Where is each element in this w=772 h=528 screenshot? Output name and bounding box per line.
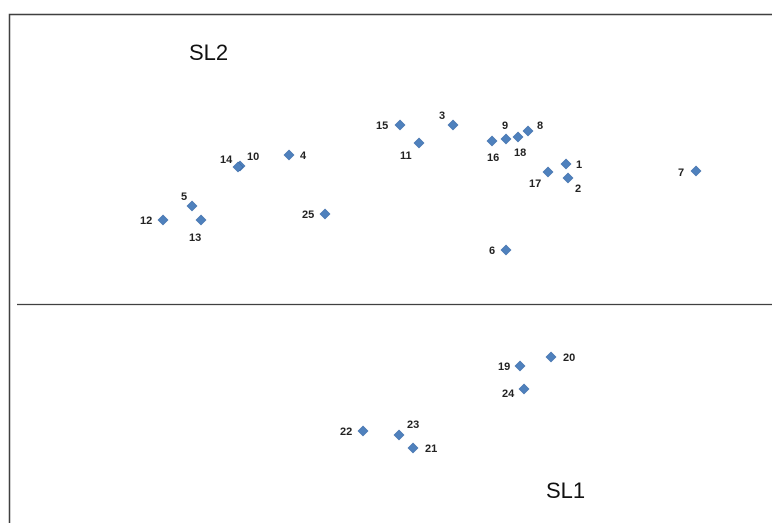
data-label-23: 23 [407,419,419,431]
data-label-8: 8 [537,120,543,132]
data-label-14: 14 [220,154,233,166]
data-label-18: 18 [514,147,526,159]
data-label-5: 5 [181,191,187,203]
data-label-7: 7 [678,167,684,179]
data-label-11: 11 [400,150,412,162]
data-label-20: 20 [563,352,575,364]
y-axis-label: SL2 [189,40,228,65]
data-label-4: 4 [300,150,307,162]
data-label-6: 6 [489,245,495,257]
data-label-21: 21 [425,443,437,455]
data-label-25: 25 [302,209,314,221]
data-label-2: 2 [575,183,581,195]
x-axis-label: SL1 [546,478,585,503]
data-label-12: 12 [140,215,152,227]
data-label-3: 3 [439,110,445,122]
data-label-9: 9 [502,120,508,132]
data-label-19: 19 [498,361,510,373]
data-label-17: 17 [529,178,541,190]
data-label-16: 16 [487,152,499,164]
data-label-13: 13 [189,232,201,244]
data-label-10: 10 [247,151,259,163]
data-label-24: 24 [502,388,515,400]
plot-border [10,15,772,524]
data-label-1: 1 [576,159,582,171]
data-label-15: 15 [376,120,388,132]
data-label-22: 22 [340,426,352,438]
